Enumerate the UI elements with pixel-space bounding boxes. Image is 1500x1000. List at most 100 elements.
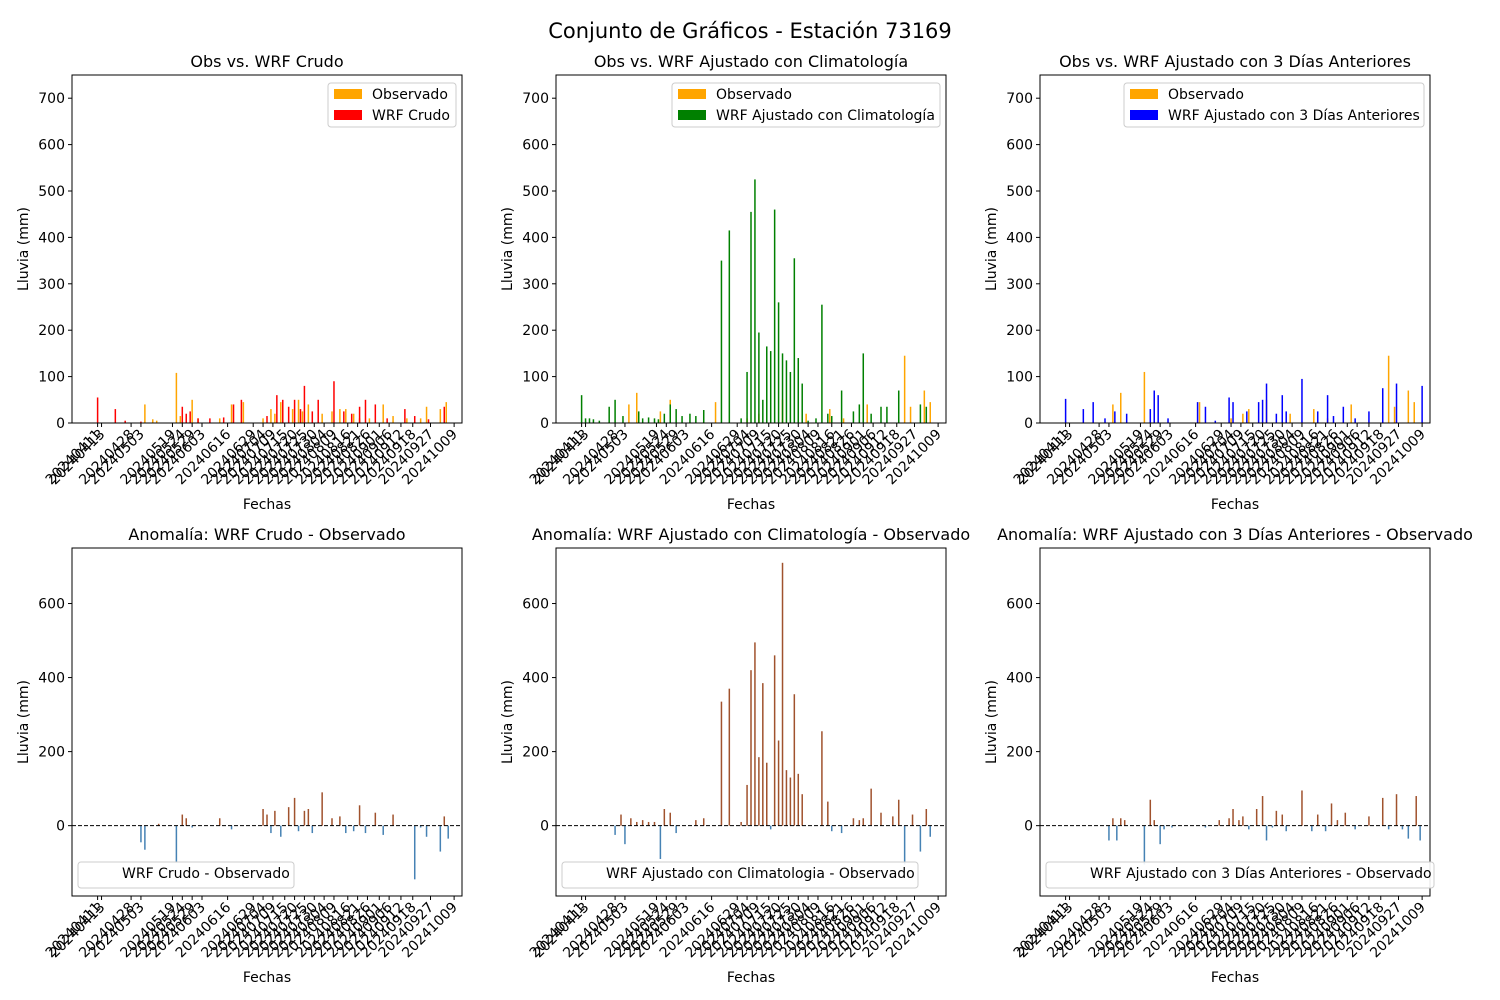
bar-s1-2024-09-12	[1368, 816, 1370, 826]
bar-s1-2024-08-27	[852, 818, 855, 826]
chart-panel-top-crudo: Obs vs. WRF Crudo 0 100 200 300 400 500 600 700 2…	[16, 52, 463, 513]
figure-suptitle: Conjunto de Gráficos - Estación 73169	[548, 19, 952, 43]
bar-s2-2024-07-23	[299, 409, 302, 423]
bar-s2-2024-08-30	[374, 404, 377, 423]
bar-s2-2024-10-09	[1421, 385, 1423, 423]
bar-s1-2024-10-08	[1419, 825, 1421, 841]
plot-area	[72, 75, 462, 423]
bar-s2-2024-09-19	[413, 416, 416, 423]
bar-s2-2024-09-05	[1354, 418, 1356, 423]
bar-s2-2024-05-24	[181, 406, 184, 423]
y-axis-label: Lluvia (mm)	[500, 680, 516, 764]
bar-s1-2024-08-03	[321, 792, 323, 826]
bar-s1-2024-10-02	[923, 390, 926, 423]
y-ticks: 0 100 200 300 400 500 600 700	[522, 91, 556, 432]
bar-s1-2024-04-28	[614, 825, 616, 835]
legend-box	[1045, 861, 1435, 889]
bar-s2-2024-07-14	[766, 346, 768, 423]
bar-s1-2024-07-10	[274, 413, 276, 423]
x-axis-label: Fechas	[1211, 497, 1259, 513]
bar-s1-2024-08-03	[1289, 413, 1291, 423]
bar-s2-2024-06-26	[1214, 420, 1217, 423]
bars	[580, 179, 931, 423]
y-tick-label: 200	[38, 323, 65, 339]
bar-s1-2024-05-18	[653, 821, 656, 826]
bar-s1-2024-07-04	[262, 809, 264, 826]
bar-s1-2024-07-20	[1261, 796, 1264, 826]
y-tick-label: 400	[1006, 230, 1033, 246]
y-tick-label: 400	[38, 230, 65, 246]
bar-s1-2024-05-21	[1143, 371, 1146, 423]
bar-s1-2024-10-02	[439, 825, 442, 852]
chart-title: Anomalía: WRF Crudo - Observado	[128, 525, 405, 544]
bar-s2-2024-04-17	[592, 419, 595, 423]
legend-label: WRF Ajustado con Climatología	[716, 108, 935, 124]
legend-swatch	[1052, 868, 1080, 878]
axes-frame	[555, 74, 947, 424]
bar-s2-2024-08-01	[801, 383, 803, 423]
y-ticks: 0 200 400 600	[1006, 597, 1040, 835]
bar-s2-2024-10-04	[443, 406, 446, 423]
bar-s2-2024-09-12	[1368, 411, 1370, 423]
x-axis-label: Fechas	[243, 970, 291, 986]
bar-s1-2024-10-06	[447, 825, 449, 839]
bar-s1-2024-07-08	[1238, 820, 1240, 826]
bar-s1-2024-08-21	[840, 825, 843, 834]
bar-s1-2024-07-13	[280, 402, 282, 423]
bar-s1-2024-07-04	[1230, 418, 1232, 423]
bar-s2-2024-07-24	[785, 360, 788, 423]
legend-label: Observado	[372, 87, 448, 103]
bar-s2-2024-04-25	[1092, 402, 1094, 423]
bar-s1-2024-07-05	[1232, 809, 1234, 826]
bars	[96, 372, 447, 423]
bar-s1-2024-05-29	[675, 825, 677, 834]
bar-s2-2024-05-26	[1153, 390, 1155, 423]
bar-s2-2024-08-01	[1285, 411, 1287, 423]
bar-s1-2024-05-09	[1120, 818, 1122, 826]
chart-panels: Obs vs. WRF Crudo 0 100 200 300 400 500 600 700 2…	[16, 52, 1473, 986]
legend: Observado WRF Ajustado con 3 Días Anterio…	[1123, 82, 1425, 128]
bar-s2-2024-04-20	[598, 420, 601, 423]
bar-s1-2024-08-30	[374, 812, 377, 826]
bar-s1-2024-07-03	[1228, 818, 1230, 826]
bars	[140, 792, 449, 880]
bar-s1-2024-07-10	[1242, 413, 1244, 423]
bar-s2-2024-06-02	[1167, 418, 1169, 423]
bar-s1-2024-08-01	[801, 794, 803, 826]
bar-s1-2024-09-19	[1381, 797, 1384, 826]
y-tick-label: 300	[522, 277, 549, 293]
chart-panel-bottom-3d: Anomalía: WRF Ajustado con 3 Días Anteri…	[984, 525, 1473, 986]
bar-s2-2024-08-22	[358, 406, 361, 423]
y-tick-label: 100	[38, 370, 65, 386]
y-tick-label: 600	[38, 597, 65, 613]
bar-s2-2024-08-14	[343, 411, 345, 423]
bar-s1-2024-07-10	[274, 810, 276, 826]
bar-s1-2024-06-04	[1171, 825, 1173, 828]
bar-s1-2024-05-05	[628, 404, 630, 423]
y-ticks: 0 200 400 600	[38, 597, 72, 835]
bar-s1-2024-07-25	[1271, 825, 1274, 828]
bar-s1-2024-09-25	[425, 406, 428, 423]
bar-s2-2024-04-25	[124, 420, 126, 423]
bar-s2-2024-09-05	[870, 413, 872, 423]
legend-box	[561, 861, 919, 889]
bar-s1-2024-09-10	[880, 812, 882, 826]
bar-s1-2024-07-22	[781, 562, 784, 826]
y-tick-label: 600	[1006, 138, 1033, 154]
y-axis-label: Lluvia (mm)	[16, 207, 32, 291]
bar-s2-2024-07-10	[758, 332, 760, 423]
chart-title: Anomalía: WRF Ajustado con Climatología …	[532, 525, 970, 544]
bar-s1-2024-08-09	[1301, 790, 1303, 826]
y-tick-label: 600	[38, 138, 65, 154]
y-tick-label: 200	[522, 323, 549, 339]
bar-s2-2024-07-16	[769, 351, 772, 423]
legend-swatch	[1130, 110, 1158, 120]
y-tick-label: 500	[1006, 184, 1033, 200]
legend-label: WRF Ajustado con Climatologia - Observad…	[606, 866, 915, 882]
y-tick-label: 200	[38, 745, 65, 761]
bar-s2-2024-07-28	[793, 258, 796, 423]
bar-s2-2024-07-26	[789, 371, 792, 423]
bar-s2-2024-05-18	[653, 418, 656, 423]
bar-s1-2024-07-17	[1255, 809, 1258, 826]
bar-s2-2024-07-06	[750, 211, 752, 423]
